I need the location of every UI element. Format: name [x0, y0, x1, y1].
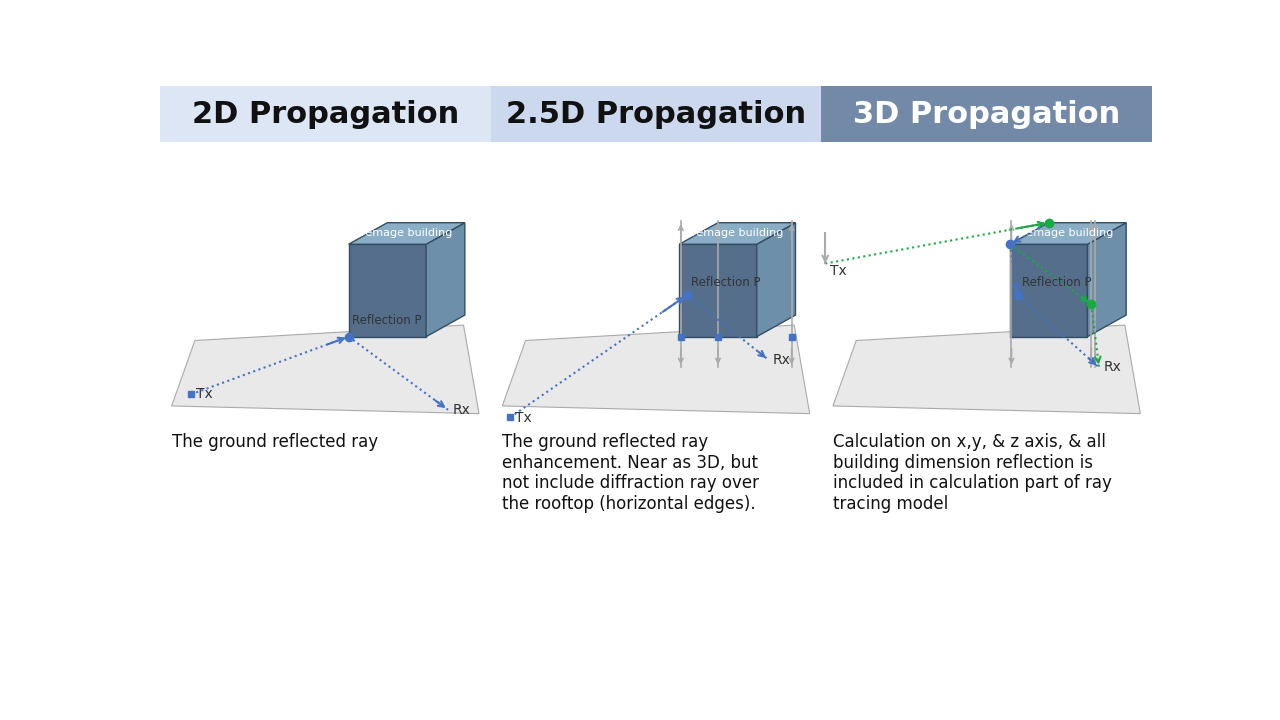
Bar	[822, 86, 1152, 142]
Text: Calculation on x,y, & z axis, & all
building dimension reflection is
included in: Calculation on x,y, & z axis, & all buil…	[833, 433, 1112, 513]
Text: 3D Propagation: 3D Propagation	[852, 99, 1120, 129]
Text: Rx: Rx	[453, 402, 471, 417]
Text: The ground reflected ray
enhancement. Near as 3D, but
not include diffraction ra: The ground reflected ray enhancement. Ne…	[502, 433, 759, 513]
Polygon shape	[1010, 222, 1126, 244]
Polygon shape	[680, 222, 795, 244]
Text: remage building: remage building	[361, 228, 452, 238]
Polygon shape	[348, 222, 465, 244]
Text: Reflection P: Reflection P	[352, 315, 422, 328]
Text: 2.5D Propagation: 2.5D Propagation	[506, 99, 806, 129]
Text: Reflection P: Reflection P	[1021, 276, 1091, 289]
Polygon shape	[833, 325, 1140, 414]
Text: remage building: remage building	[1023, 228, 1114, 238]
Polygon shape	[1010, 244, 1088, 337]
Text: remage building: remage building	[691, 228, 783, 238]
Polygon shape	[680, 244, 756, 337]
Polygon shape	[348, 244, 426, 337]
Text: Rx: Rx	[1103, 361, 1121, 374]
Polygon shape	[426, 222, 465, 337]
Text: Rx: Rx	[773, 353, 791, 366]
Text: Tx: Tx	[196, 387, 212, 401]
Polygon shape	[172, 325, 479, 414]
Text: Tx: Tx	[829, 264, 846, 278]
Text: Tx: Tx	[515, 410, 531, 425]
Polygon shape	[502, 325, 810, 414]
Bar	[490, 86, 822, 142]
Bar	[160, 86, 490, 142]
Text: 2D Propagation: 2D Propagation	[192, 99, 460, 129]
Polygon shape	[1088, 222, 1126, 337]
Polygon shape	[756, 222, 795, 337]
Text: Reflection P: Reflection P	[691, 276, 760, 289]
Text: The ground reflected ray: The ground reflected ray	[172, 433, 378, 451]
